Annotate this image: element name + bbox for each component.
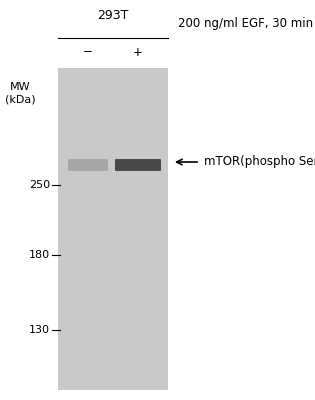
Text: mTOR(phospho Ser2481): mTOR(phospho Ser2481)	[204, 156, 315, 168]
Text: +: +	[133, 46, 143, 58]
Text: (kDa): (kDa)	[5, 94, 35, 104]
FancyBboxPatch shape	[68, 159, 108, 171]
Text: 130: 130	[29, 325, 50, 335]
Text: −: −	[83, 46, 93, 58]
Bar	[58, 68, 168, 390]
FancyBboxPatch shape	[115, 159, 161, 171]
Text: 293T: 293T	[97, 9, 129, 22]
Text: 250: 250	[29, 180, 50, 190]
Text: MW: MW	[10, 82, 30, 92]
Text: 180: 180	[29, 250, 50, 260]
Text: 200 ng/ml EGF, 30 min: 200 ng/ml EGF, 30 min	[178, 17, 313, 30]
